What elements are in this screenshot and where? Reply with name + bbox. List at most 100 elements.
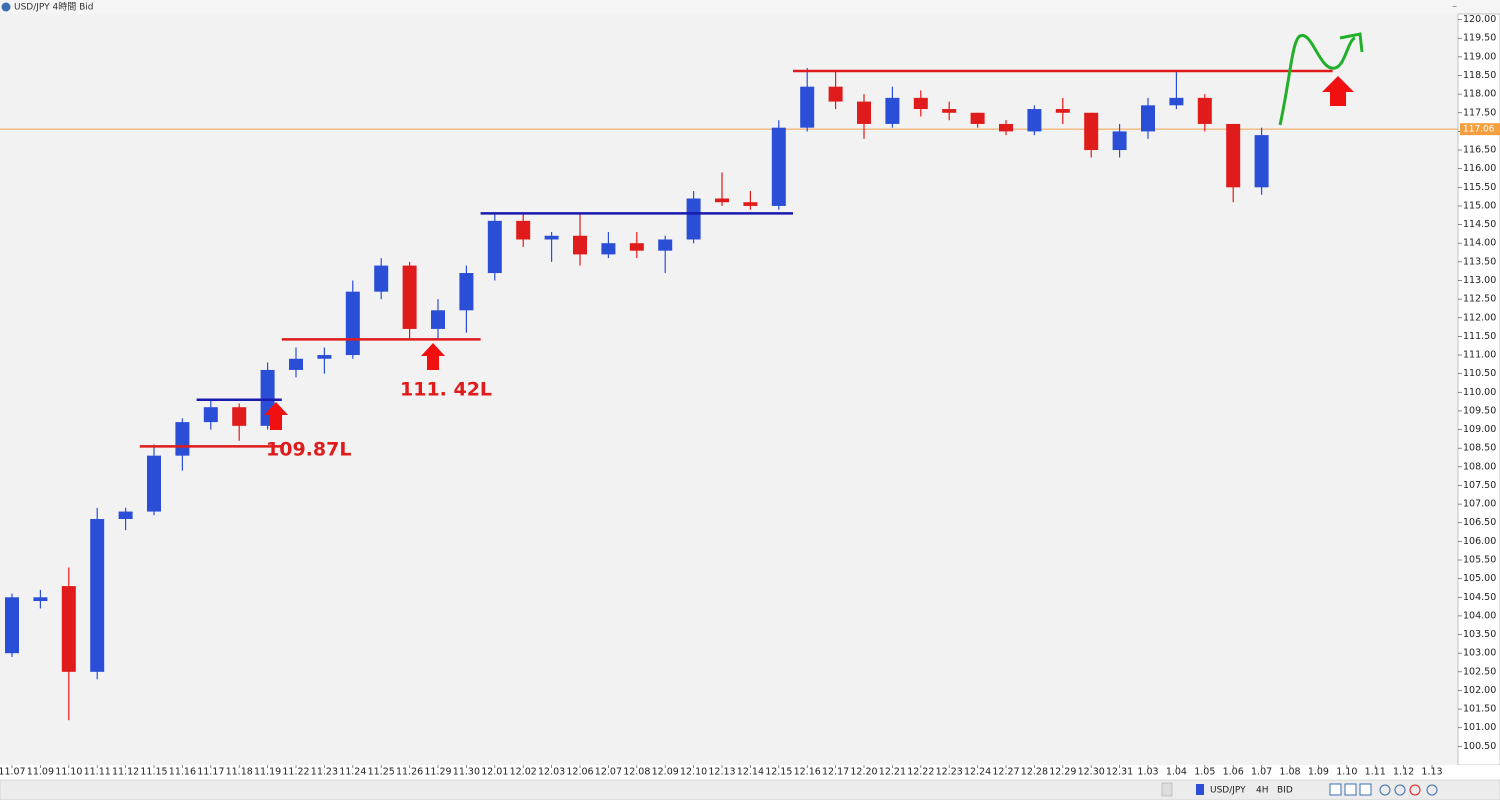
y-tick-label: 101.00	[1463, 722, 1496, 733]
y-tick-label: 116.00	[1463, 163, 1496, 174]
candle-body	[1055, 109, 1070, 113]
price-axis	[1457, 13, 1500, 766]
y-tick-label: 107.50	[1463, 480, 1496, 491]
y-tick-label: 111.50	[1463, 331, 1496, 342]
candle-body	[686, 198, 701, 240]
y-tick-label: 108.00	[1463, 461, 1496, 472]
candle-body	[857, 101, 871, 124]
x-tick-label: 12.27	[992, 767, 1019, 778]
x-tick-label: 11.10	[55, 767, 82, 778]
x-tick-label: 11.29	[424, 767, 451, 778]
candle-body	[601, 243, 616, 255]
y-tick-label: 112.00	[1463, 312, 1496, 323]
candle-body	[1197, 97, 1212, 124]
candle-body	[1226, 123, 1241, 188]
x-tick-label: 1.13	[1421, 767, 1442, 778]
y-tick-label: 107.00	[1463, 499, 1496, 510]
y-tick-label: 101.50	[1463, 704, 1496, 715]
y-tick-label: 105.50	[1463, 555, 1496, 566]
x-tick-label: 12.16	[794, 767, 821, 778]
x-tick-label: 11.30	[453, 767, 480, 778]
x-tick-label: 1.03	[1137, 767, 1158, 778]
x-tick-label: 12.30	[1078, 767, 1105, 778]
zoom-icon[interactable]	[1394, 784, 1406, 796]
candle-body	[1169, 97, 1184, 106]
up-arrow	[421, 343, 445, 370]
y-tick-label: 102.00	[1463, 685, 1496, 696]
tool-icon[interactable]	[1359, 783, 1372, 796]
y-tick-label: 120.00	[1463, 14, 1496, 25]
candle-body	[345, 291, 360, 356]
candle-body	[1084, 112, 1099, 151]
x-tick-label: 12.23	[936, 767, 963, 778]
x-tick-label: 1.04	[1166, 767, 1187, 778]
tool-icon[interactable]	[1329, 783, 1342, 796]
title-bar	[0, 0, 1500, 14]
x-tick-label: 1.08	[1279, 767, 1300, 778]
app-icon	[1, 2, 11, 12]
x-tick-label: 1.09	[1308, 767, 1329, 778]
zoom-icon[interactable]	[1409, 784, 1421, 796]
candle-body	[487, 220, 502, 274]
x-tick-label: 12.09	[652, 767, 679, 778]
x-tick-label: 12.22	[907, 767, 934, 778]
x-tick-label: 11.26	[396, 767, 423, 778]
x-tick-label: 11.12	[112, 767, 139, 778]
candle-body	[885, 97, 900, 124]
y-tick-label: 114.00	[1463, 238, 1496, 249]
zoom-icon[interactable]	[1426, 784, 1438, 796]
minimize[interactable]: –	[1452, 1, 1457, 12]
x-tick-label: 12.07	[595, 767, 622, 778]
toolbar	[0, 779, 1500, 801]
price-tag	[1460, 123, 1500, 136]
y-tick-label: 100.50	[1463, 741, 1496, 752]
price-type-select[interactable]: BID	[1277, 786, 1293, 796]
x-tick-label: 12.02	[510, 767, 537, 778]
x-tick-label: 1.06	[1223, 767, 1244, 778]
x-tick-label: 12.03	[538, 767, 565, 778]
y-tick-label: 108.50	[1463, 443, 1496, 454]
candle-body	[289, 358, 303, 370]
x-tick-label: 11.11	[84, 767, 111, 778]
y-tick-label: 112.50	[1463, 294, 1496, 305]
y-tick-label: 106.00	[1463, 536, 1496, 547]
candle-body	[573, 235, 587, 255]
y-tick-label: 109.50	[1463, 405, 1496, 416]
y-tick-label: 106.50	[1463, 517, 1496, 528]
x-tick-label: 11.17	[197, 767, 224, 778]
candle-body	[800, 86, 815, 128]
y-tick-label: 115.00	[1463, 200, 1496, 211]
candle-body	[516, 220, 531, 240]
y-tick-label: 110.50	[1463, 368, 1496, 379]
y-tick-label: 113.50	[1463, 256, 1496, 267]
symbol-select[interactable]: USD/JPY	[1210, 786, 1246, 796]
x-tick-label: 12.01	[481, 767, 508, 778]
x-tick-label: 12.20	[850, 767, 877, 778]
x-tick-label: 12.17	[822, 767, 849, 778]
annotation: 109.87L	[266, 439, 351, 461]
candle-body	[431, 310, 445, 329]
candle-body	[118, 511, 133, 520]
candle-body	[90, 519, 105, 672]
x-tick-label: 1.07	[1251, 767, 1272, 778]
timeframe-select[interactable]: 4H	[1256, 786, 1269, 796]
x-tick-label: 11.09	[27, 767, 54, 778]
y-tick-label: 118.50	[1463, 70, 1496, 81]
candle-body	[61, 586, 76, 672]
candle-body	[544, 235, 559, 240]
x-tick-label: 1.12	[1393, 767, 1414, 778]
tool-icon[interactable]	[1344, 783, 1357, 796]
candle-body	[374, 265, 389, 292]
x-tick-label: 11.15	[140, 767, 167, 778]
candle-body	[232, 407, 247, 426]
y-tick-label: 103.50	[1463, 629, 1496, 640]
x-tick-label: 11.16	[169, 767, 196, 778]
y-tick-label: 104.00	[1463, 610, 1496, 621]
x-tick-label: 12.08	[623, 767, 650, 778]
candle-body	[1112, 131, 1127, 151]
scroll-button[interactable]	[1161, 782, 1173, 797]
x-tick-label: 12.13	[708, 767, 735, 778]
x-tick-label: 12.21	[879, 767, 906, 778]
x-tick-label: 11.23	[311, 767, 338, 778]
zoom-icon[interactable]	[1379, 784, 1391, 796]
